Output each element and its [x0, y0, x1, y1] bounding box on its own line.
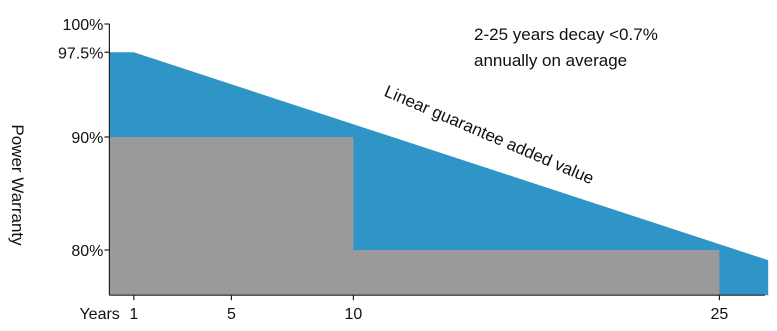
- y-tick-label: 90%: [71, 130, 103, 147]
- y-axis-label: Power Warranty: [8, 124, 27, 246]
- y-tick-label: 80%: [71, 243, 103, 260]
- y-axis: 100% 97.5% 90% 80%: [58, 17, 111, 296]
- x-axis: 1 5 10 25 Years: [79, 294, 765, 323]
- x-axis-label: Years: [79, 306, 119, 323]
- x-tick-label: 10: [345, 306, 363, 323]
- annotation-line-1: 2-25 years decay <0.7%: [474, 25, 658, 44]
- x-tick-label: 25: [711, 306, 729, 323]
- step-warranty-area: [109, 137, 720, 296]
- annotation-line-2: annually on average: [474, 51, 627, 70]
- x-tick-label: 5: [227, 306, 236, 323]
- x-tick-label: 1: [129, 306, 138, 323]
- y-tick-label: 100%: [62, 17, 103, 34]
- y-tick-label: 97.5%: [58, 45, 103, 62]
